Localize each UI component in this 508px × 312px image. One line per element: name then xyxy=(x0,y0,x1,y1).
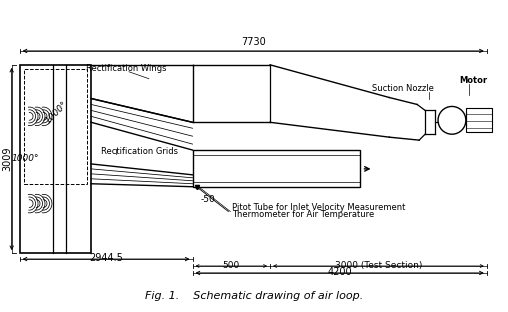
Bar xyxy=(193,150,360,187)
Text: Pitot Tube for Inlet Velocity Measurement: Pitot Tube for Inlet Velocity Measuremen… xyxy=(232,203,406,212)
Text: 3000 (Test Section): 3000 (Test Section) xyxy=(335,261,422,270)
Text: Fig. 1.    Schematic drawing of air loop.: Fig. 1. Schematic drawing of air loop. xyxy=(145,291,363,301)
Bar xyxy=(23,69,87,184)
Text: Thermometer for Air Temperature: Thermometer for Air Temperature xyxy=(232,210,374,219)
Text: 500: 500 xyxy=(223,261,240,270)
Text: 7730: 7730 xyxy=(241,37,266,47)
Text: 4200: 4200 xyxy=(327,267,352,277)
Bar xyxy=(20,65,91,253)
Text: 2944.5: 2944.5 xyxy=(89,253,123,263)
Text: 1000°: 1000° xyxy=(12,154,39,163)
Text: 1000°: 1000° xyxy=(44,100,69,125)
Bar xyxy=(466,109,492,132)
Text: Motor: Motor xyxy=(459,76,487,85)
Text: Rectification Wings: Rectification Wings xyxy=(86,64,167,73)
Text: -50: -50 xyxy=(201,195,215,204)
Text: Suction Nozzle: Suction Nozzle xyxy=(372,84,434,93)
Text: Rectification Grids: Rectification Grids xyxy=(101,147,178,156)
Text: 3009: 3009 xyxy=(3,147,13,171)
